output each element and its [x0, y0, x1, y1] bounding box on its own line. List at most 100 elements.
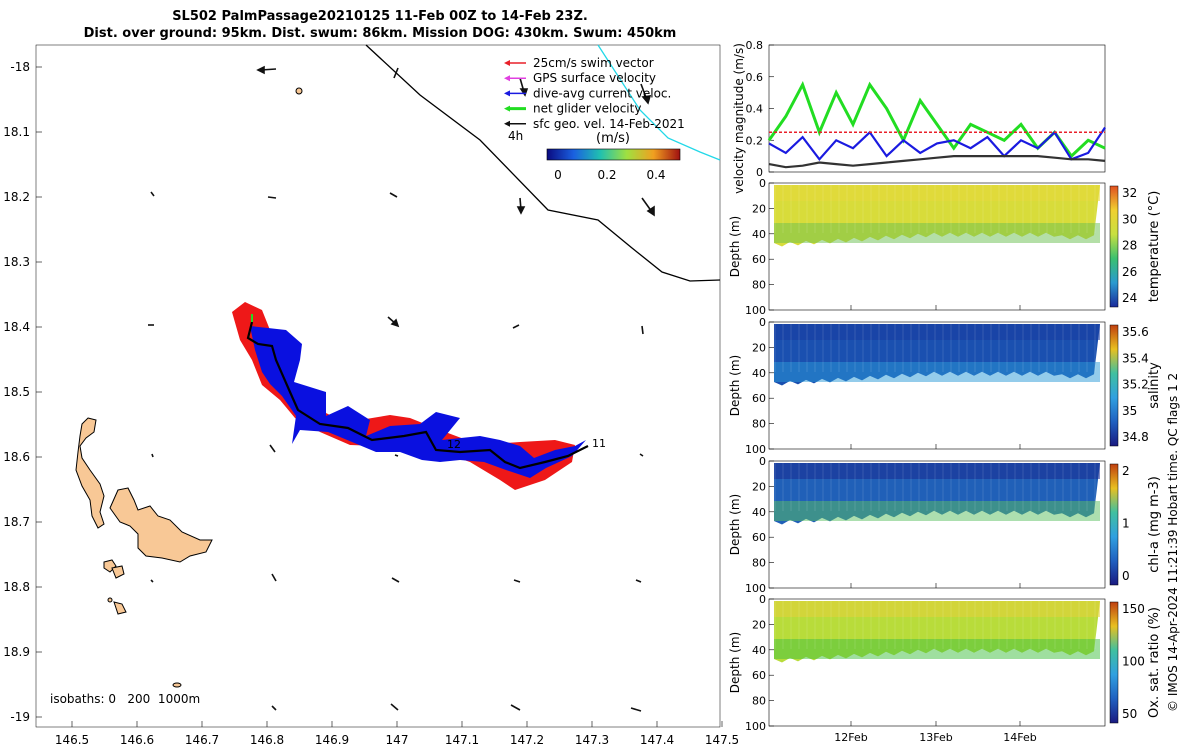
depth-tick-label: 40 [752, 367, 766, 380]
colorbar-tick-label: 150 [1122, 602, 1145, 616]
legend-label: dive-avg current veloc. [533, 86, 671, 100]
colorbar-tick-label: 32 [1122, 186, 1137, 200]
isobaths-label: isobaths: 0 200 1000m [50, 692, 200, 706]
depth-label: Depth (m) [728, 355, 742, 416]
depth-tick-label: 60 [752, 669, 766, 682]
isobath-1000m [597, 44, 721, 161]
speed-colorbar [546, 148, 681, 161]
colorbar-unit: (m/s) [596, 131, 630, 146]
island-palm [75, 417, 105, 529]
figure-title-line2: Dist. over ground: 95km. Dist. swum: 86k… [83, 26, 677, 41]
map-xtick-label: 147.2 [510, 733, 544, 747]
section-panel: 0 20 40 60 80 100 Depth (m) 2 1 0 chl-a (mg m-3) [728, 455, 1162, 595]
island-orpheus [109, 487, 213, 563]
map-y-ticks: -18 18.1 18.2 18.3 18.4 18.5 18.6 18.7 18.8 18.9 -… [3, 60, 42, 724]
island-small-2 [111, 565, 125, 579]
colorbar-tick-label: 1 [1122, 517, 1130, 531]
section-colorbar [1109, 463, 1119, 586]
map-ytick-label: 18.3 [3, 255, 30, 269]
island-small-6 [107, 597, 113, 603]
imos-credit: © IMOS 14-Apr-2024 11:21:39 Hobart time.… [1166, 372, 1180, 712]
legend-arrowhead [504, 105, 510, 112]
depth-tick-label: 0 [759, 593, 766, 606]
vel-ytick-label: 0.2 [746, 134, 764, 147]
depth-label: Depth (m) [728, 216, 742, 277]
colorbar-tick-label: 26 [1122, 265, 1137, 279]
map-ytick-label: 18.4 [3, 320, 30, 334]
legend-label: 25cm/s swim vector [533, 56, 654, 70]
velocity-axes [768, 44, 1106, 173]
sfc-geo-vel-arrows [148, 65, 655, 712]
map-ytick-label: 18.5 [3, 385, 30, 399]
dive-avg-current-polygons [250, 326, 586, 478]
section-colorbar [1109, 324, 1119, 447]
depth-label: Depth (m) [728, 494, 742, 555]
section-shallow-layer [774, 463, 1100, 479]
colorbar-tick-label: 30 [1122, 212, 1137, 226]
section-panel: 0 20 40 60 80 100 Depth (m) 32 30 28 26 24 temperatu… [728, 177, 1162, 317]
legend-label: sfc geo. vel. 14-Feb-2021 [533, 117, 685, 131]
section-colorbar [1109, 185, 1119, 308]
legend-arrowhead [504, 120, 510, 127]
depth-tick-label: 60 [752, 392, 766, 405]
section-shallow-layer [774, 324, 1100, 340]
depth-tick-label: 60 [752, 531, 766, 544]
depth-tick-label: 40 [752, 644, 766, 657]
map-ytick-label: 18.6 [3, 450, 30, 464]
depth-tick-label: 100 [745, 720, 766, 733]
colorbar-tick-label: 35.2 [1122, 378, 1149, 392]
depth-tick-label: 0 [759, 316, 766, 329]
depth-tick-label: 100 [745, 443, 766, 456]
day-tick-label: 13Feb [919, 731, 952, 744]
depth-tick-label: 40 [752, 228, 766, 241]
depth-tick-label: 20 [752, 341, 766, 354]
legend-label: net glider velocity [533, 102, 641, 116]
section-deep-layer [774, 501, 1100, 521]
depth-label: Depth (m) [728, 632, 742, 693]
colorbar-tick-label: 100 [1122, 655, 1145, 669]
map-xtick-label: 146.5 [55, 733, 89, 747]
depth-tick-label: 80 [752, 557, 766, 570]
depth-tick-label: 0 [759, 455, 766, 468]
map-xtick-label: 146.8 [250, 733, 284, 747]
section-shallow-layer [774, 601, 1100, 617]
colorbar-tick-label: 2 [1122, 464, 1130, 478]
series-dive-avg-current-veloc- [768, 126, 1106, 162]
depth-tick-label: 80 [752, 418, 766, 431]
section-colorbar [1109, 601, 1119, 724]
legend-arrowhead [504, 75, 510, 82]
depth-tick-label: 20 [752, 480, 766, 493]
section-ylabel: temperature (°C) [1147, 191, 1162, 303]
map-ytick-label: 18.9 [3, 645, 30, 659]
section-shallow-layer [774, 185, 1100, 201]
map-xtick-label: 147.4 [640, 733, 674, 747]
section-panel: 0 20 40 60 80 100 Depth (m) 35.6 35.4 35.2 35 34.8 s… [728, 316, 1162, 456]
map-ytick-label: 18.8 [3, 580, 30, 594]
map-xtick-label: 146.9 [315, 733, 349, 747]
vel-ytick-label: 0.8 [746, 39, 764, 52]
depth-tick-label: 20 [752, 618, 766, 631]
colorbar-tick-label: 34.8 [1122, 430, 1149, 444]
map-x-ticks: 146.5 146.6 146.7 146.8 146.9 147 147.1 147.2 14… [55, 721, 739, 747]
map-xtick-label: 146.6 [120, 733, 154, 747]
depth-tick-label: 100 [745, 304, 766, 317]
section-deep-layer [774, 223, 1100, 243]
legend-arrowhead [504, 60, 510, 66]
colorbar-tick-04: 0.4 [646, 168, 665, 182]
section-ylabel: chl-a (mg m-3) [1147, 476, 1162, 573]
map-xtick-label: 147 [386, 733, 409, 747]
depth-tick-label: 100 [745, 582, 766, 595]
island-small-5 [172, 682, 182, 688]
track-label-12: 12 [447, 438, 461, 451]
scale-label: 4h [508, 129, 523, 143]
map-xtick-label: 146.7 [185, 733, 219, 747]
island-small-3 [113, 601, 127, 615]
section-deep-layer [774, 639, 1100, 659]
series-sfc-geo-vel- [768, 155, 1106, 169]
colorbar-tick-label: 35.6 [1122, 325, 1149, 339]
depth-tick-label: 80 [752, 279, 766, 292]
depth-tick-label: 0 [759, 177, 766, 190]
